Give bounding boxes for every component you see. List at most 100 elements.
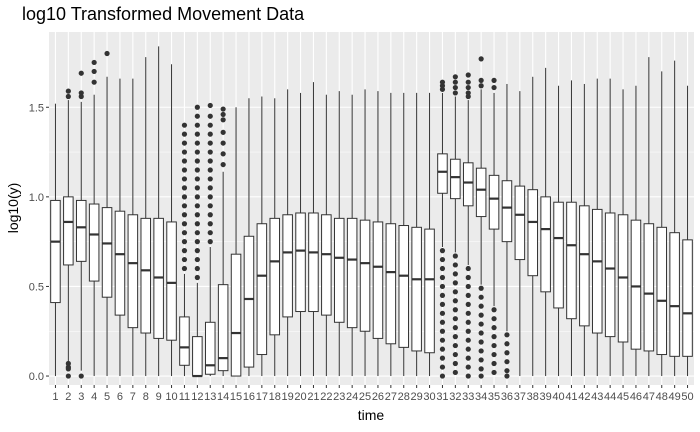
x-tick-label: 40 xyxy=(552,391,564,403)
box-39 xyxy=(540,67,551,377)
box-33 xyxy=(462,72,474,379)
box-50 xyxy=(682,85,693,377)
box-2 xyxy=(63,88,74,379)
x-tick-label: 12 xyxy=(191,391,203,403)
x-tick-label: 33 xyxy=(462,391,474,403)
outlier-point xyxy=(504,368,510,374)
outlier-point xyxy=(465,292,471,299)
outlier-point xyxy=(478,83,484,89)
x-tick-label: 6 xyxy=(117,391,123,403)
outlier-point xyxy=(181,131,188,137)
box-body xyxy=(295,212,306,313)
box-31 xyxy=(437,79,448,379)
outlier-point xyxy=(465,364,471,370)
outlier-point xyxy=(452,262,458,268)
box-22 xyxy=(321,94,332,377)
box-body xyxy=(127,214,139,329)
outlier-point xyxy=(478,348,484,354)
outlier-point xyxy=(104,50,110,57)
x-tick-label: 26 xyxy=(372,391,384,403)
x-tick-label: 36 xyxy=(501,391,513,403)
outlier-point xyxy=(439,364,446,370)
y-axis: 0.0 0.5 1.0 1.5 xyxy=(29,102,49,383)
x-tick-label: 20 xyxy=(294,391,306,403)
box-body xyxy=(243,235,255,368)
box-body xyxy=(217,284,229,372)
box-43 xyxy=(591,78,603,377)
outlier-point xyxy=(478,373,484,379)
x-tick-label: 50 xyxy=(681,391,693,403)
outlier-point xyxy=(65,360,71,367)
box-body xyxy=(514,185,526,261)
x-tick-label: 39 xyxy=(540,391,552,403)
outlier-point xyxy=(439,274,446,281)
outlier-point xyxy=(207,230,213,236)
box-19 xyxy=(282,89,293,377)
outlier-point xyxy=(65,373,71,379)
outlier-point xyxy=(181,158,188,164)
box-body xyxy=(230,253,242,377)
outlier-point xyxy=(439,373,446,379)
outlier-point xyxy=(465,346,471,352)
x-tick-label: 35 xyxy=(488,391,500,403)
outlier-point xyxy=(65,88,71,94)
box-body xyxy=(308,212,319,313)
x-tick-label: 47 xyxy=(643,391,655,403)
outlier-point xyxy=(207,239,213,245)
box-body xyxy=(566,201,577,320)
outlier-point xyxy=(452,307,458,313)
box-body xyxy=(204,321,216,375)
outlier-point xyxy=(465,90,471,96)
outlier-point xyxy=(194,194,200,200)
outlier-point xyxy=(452,334,458,340)
box-body xyxy=(140,217,152,334)
outlier-point xyxy=(491,77,497,83)
outlier-point xyxy=(181,140,188,146)
outlier-point xyxy=(181,194,188,200)
outlier-point xyxy=(439,79,446,85)
box-25 xyxy=(359,89,371,377)
outlier-point xyxy=(478,56,484,62)
outlier-point xyxy=(65,366,71,372)
x-axis-title: time xyxy=(358,407,385,423)
outlier-point xyxy=(452,369,458,376)
box-body xyxy=(385,223,397,345)
box-body xyxy=(591,208,603,334)
outlier-point xyxy=(452,289,458,295)
outlier-point xyxy=(194,230,200,236)
outlier-point xyxy=(491,307,497,313)
x-tick-label: 13 xyxy=(204,391,216,403)
x-tick-label: 25 xyxy=(359,391,371,403)
box-8 xyxy=(140,57,152,377)
box-21 xyxy=(308,82,319,377)
outlier-point xyxy=(194,256,200,263)
box-body xyxy=(553,201,564,309)
box-27 xyxy=(385,92,397,377)
box-1 xyxy=(50,103,61,377)
outlier-point xyxy=(452,271,458,277)
outlier-point xyxy=(439,337,446,343)
outlier-point xyxy=(181,221,188,227)
outlier-point xyxy=(194,274,200,281)
outlier-point xyxy=(504,350,510,356)
box-body xyxy=(166,221,177,341)
outlier-point xyxy=(65,93,71,100)
outlier-point xyxy=(181,256,188,263)
outlier-point xyxy=(465,72,471,78)
box-7 xyxy=(127,78,139,377)
box-29 xyxy=(411,92,422,377)
box-15 xyxy=(230,107,242,377)
box-41 xyxy=(566,80,577,377)
box-body xyxy=(398,225,410,348)
outlier-point xyxy=(194,122,200,128)
x-tick-label: 38 xyxy=(527,391,539,403)
x-tick-label: 7 xyxy=(130,391,136,403)
y-tick-label: 1.0 xyxy=(29,192,44,204)
box-13 xyxy=(204,102,216,377)
x-tick-label: 30 xyxy=(423,391,435,403)
box-body xyxy=(682,239,693,357)
outlier-point xyxy=(452,74,458,80)
x-tick-label: 15 xyxy=(230,391,242,403)
box-24 xyxy=(346,94,358,377)
box-17 xyxy=(256,96,268,377)
